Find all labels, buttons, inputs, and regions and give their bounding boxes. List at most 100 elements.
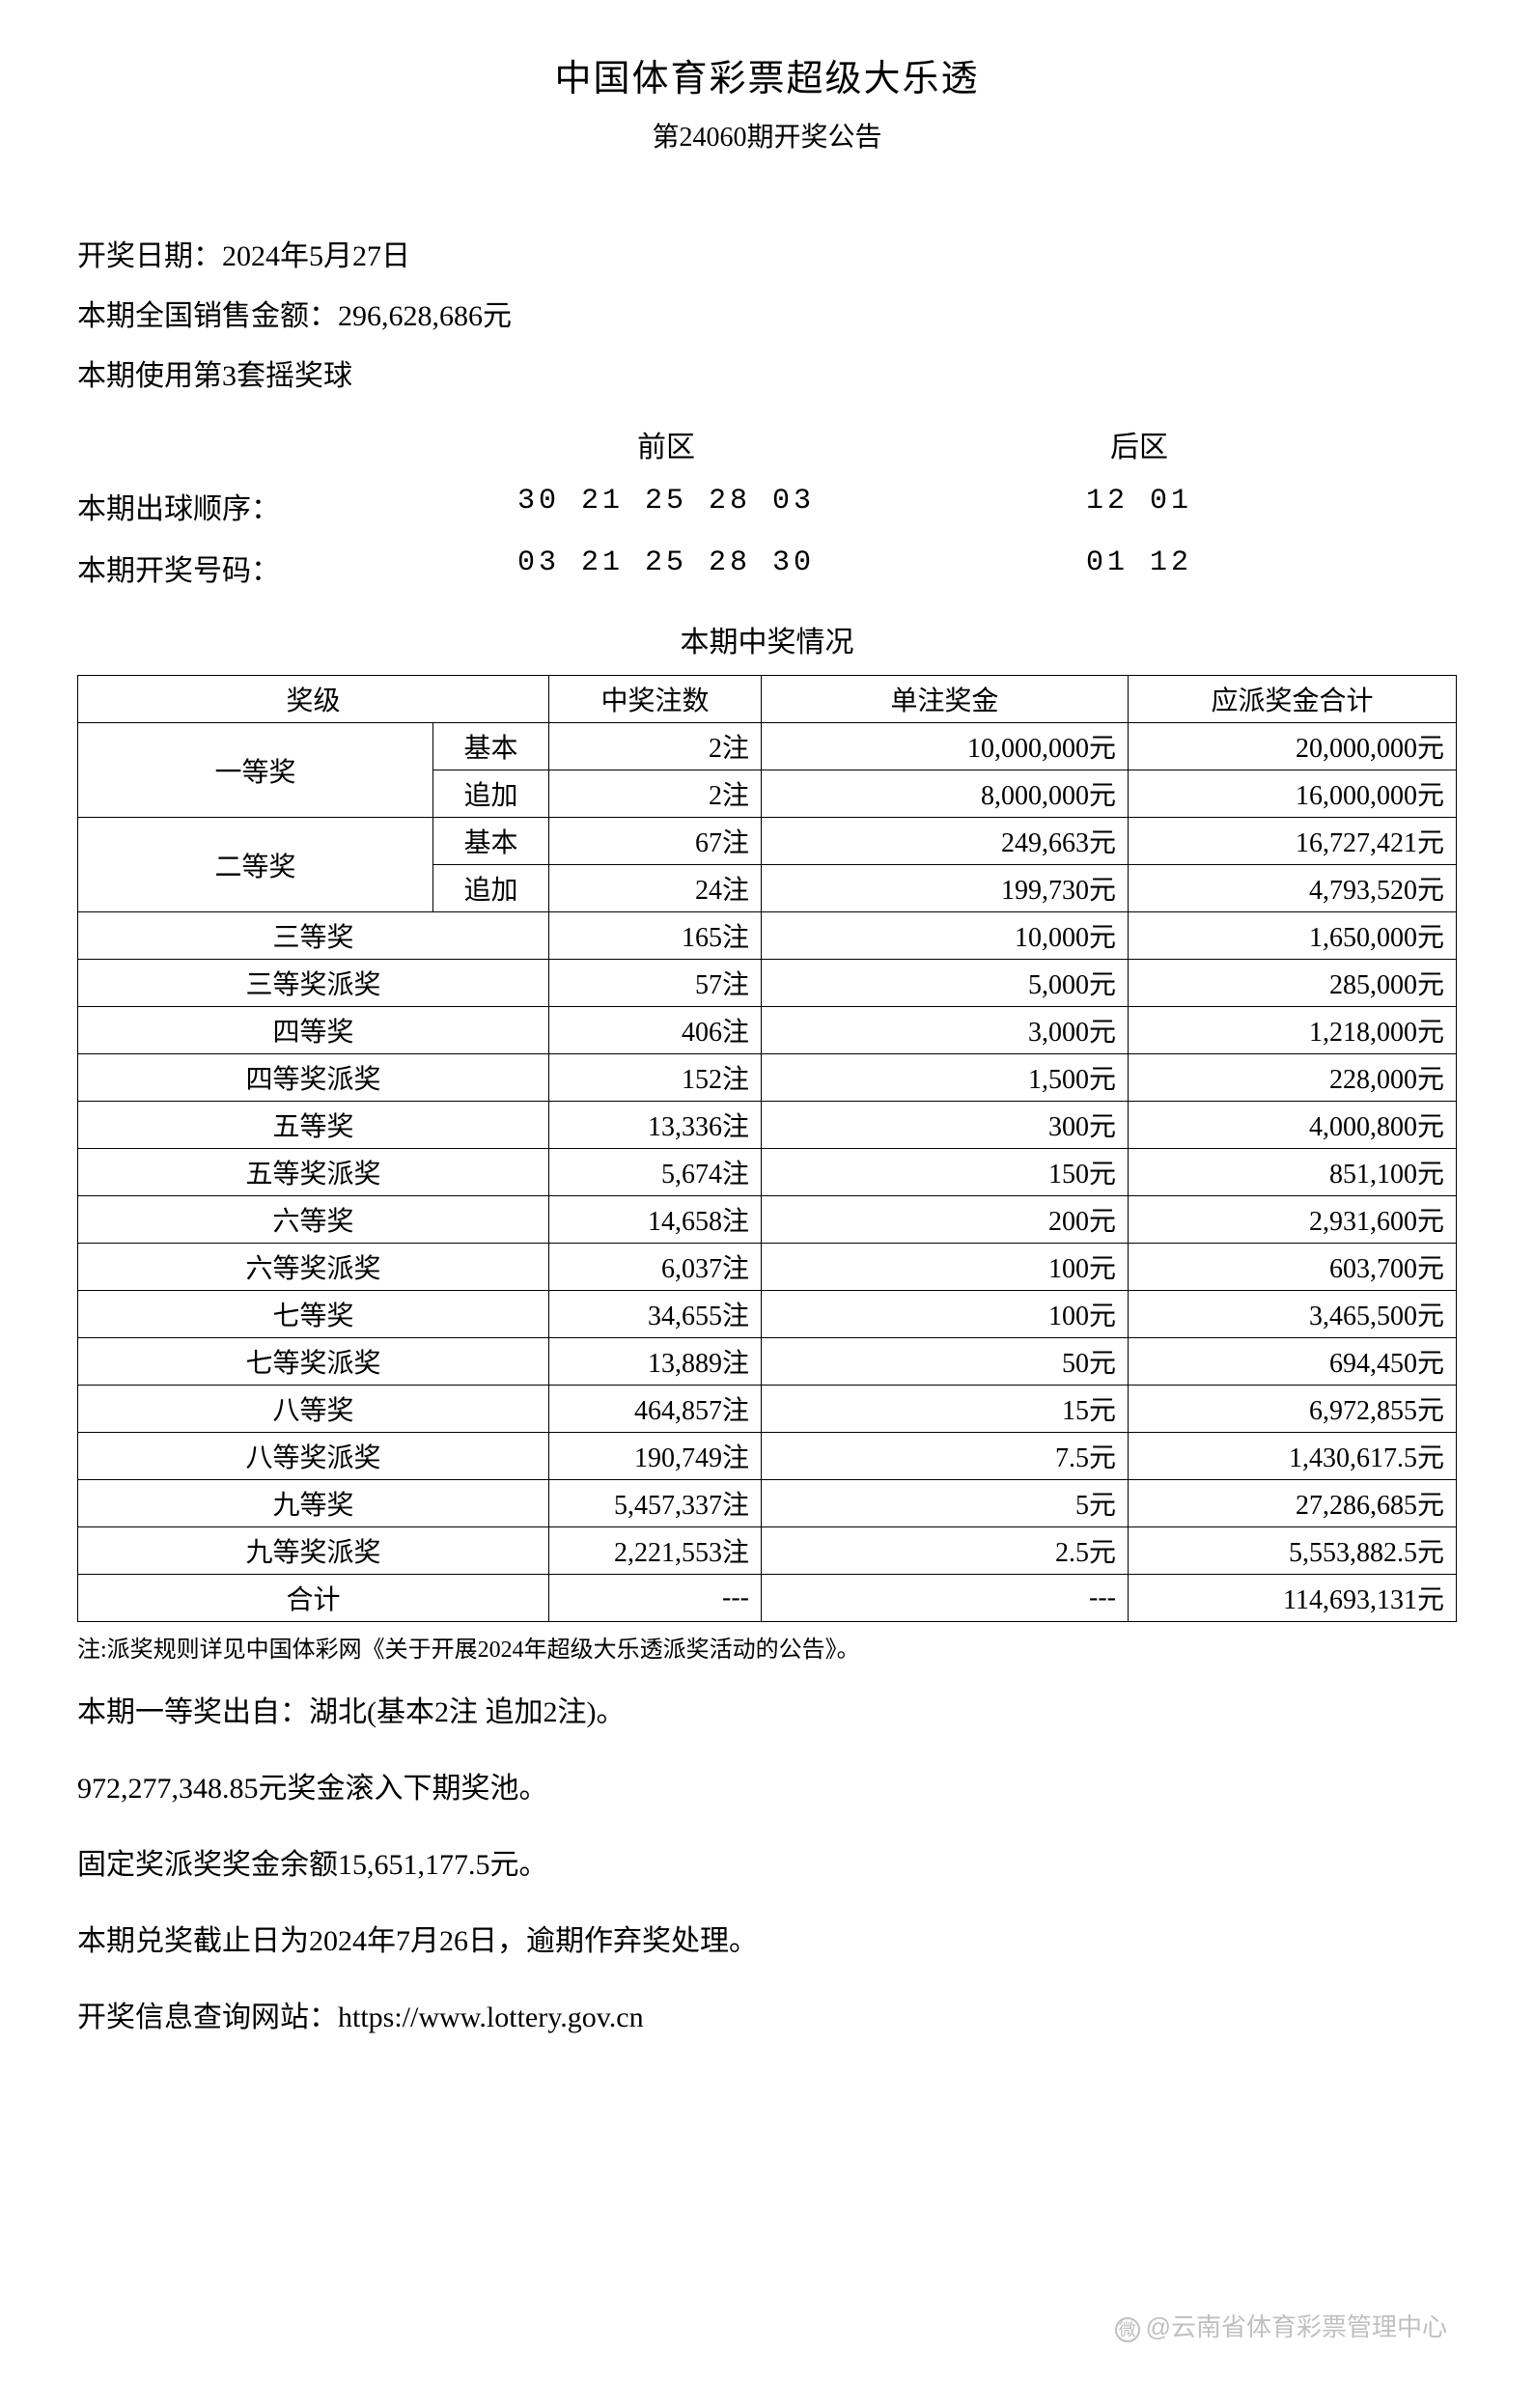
unit-cell: 100元 [762, 1291, 1129, 1338]
footer-line-4: 本期兑奖截止日为2024年7月26日，逾期作弃奖处理。 [77, 1917, 1457, 1959]
unit-cell: 150元 [762, 1149, 1129, 1196]
count-cell: 34,655注 [549, 1291, 762, 1338]
level-cell: 九等奖派奖 [78, 1527, 549, 1575]
table-total-row: 合计 --- --- 114,693,131元 [78, 1575, 1457, 1622]
watermark-text: @云南省体育彩票管理中心 [1146, 2312, 1447, 2341]
total-cell: 851,100元 [1129, 1149, 1457, 1196]
issue-subtitle: 第24060期开奖公告 [77, 116, 1457, 154]
sales-label: 本期全国销售金额： [77, 300, 338, 332]
count-cell: 2注 [549, 723, 762, 770]
count-cell: 6,037注 [549, 1244, 762, 1291]
level-cell: 四等奖 [78, 1007, 549, 1054]
total-cell: 603,700元 [1129, 1244, 1457, 1291]
col-level-header: 奖级 [78, 676, 549, 723]
sub-cell: 追加 [433, 770, 549, 818]
level-cell: 七等奖 [78, 1291, 549, 1338]
front-area-label: 前区 [386, 423, 946, 465]
unit-cell: 199,730元 [762, 865, 1129, 912]
unit-cell: 200元 [762, 1196, 1129, 1244]
total-unit-cell: --- [762, 1575, 1129, 1622]
unit-cell: 3,000元 [762, 1007, 1129, 1054]
col-total-header: 应派奖金合计 [1129, 676, 1457, 723]
footer-line-3: 固定奖派奖奖金余额15,651,177.5元。 [77, 1840, 1457, 1883]
total-cell: 228,000元 [1129, 1054, 1457, 1102]
count-cell: 2注 [549, 770, 762, 818]
total-cell: 16,727,421元 [1129, 818, 1457, 865]
table-row: 四等奖派奖152注1,500元228,000元 [78, 1054, 1457, 1102]
unit-cell: 8,000,000元 [762, 770, 1129, 818]
count-cell: 14,658注 [549, 1196, 762, 1244]
unit-cell: 50元 [762, 1338, 1129, 1386]
unit-cell: 249,663元 [762, 818, 1129, 865]
unit-cell: 10,000,000元 [762, 723, 1129, 770]
table-row: 三等奖派奖57注5,000元285,000元 [78, 960, 1457, 1007]
watermark: 微@云南省体育彩票管理中心 [1115, 2308, 1447, 2343]
total-cell: 285,000元 [1129, 960, 1457, 1007]
total-label-cell: 合计 [78, 1575, 549, 1622]
back-area-label: 后区 [946, 423, 1332, 465]
sales-value: 296,628,686元 [338, 300, 512, 332]
total-cell: 2,931,600元 [1129, 1196, 1457, 1244]
count-cell: 165注 [549, 912, 762, 960]
col-unit-header: 单注奖金 [762, 676, 1129, 723]
unit-cell: 7.5元 [762, 1433, 1129, 1480]
total-count-cell: --- [549, 1575, 762, 1622]
sub-cell: 基本 [433, 818, 549, 865]
prize-section-title: 本期中奖情况 [77, 618, 1457, 660]
draw-order-label: 本期出球顺序： [77, 485, 386, 527]
table-row: 三等奖165注10,000元1,650,000元 [78, 912, 1457, 960]
unit-cell: 5,000元 [762, 960, 1129, 1007]
level-cell: 七等奖派奖 [78, 1338, 549, 1386]
level-cell: 一等奖 [78, 723, 433, 818]
count-cell: 5,457,337注 [549, 1480, 762, 1527]
unit-cell: 15元 [762, 1386, 1129, 1433]
level-cell: 九等奖 [78, 1480, 549, 1527]
table-row: 九等奖5,457,337注5元27,286,685元 [78, 1480, 1457, 1527]
table-row: 六等奖14,658注200元2,931,600元 [78, 1196, 1457, 1244]
unit-cell: 300元 [762, 1102, 1129, 1149]
ball-area: 前区 后区 本期出球顺序： 30 21 25 28 03 12 01 本期开奖号… [77, 423, 1457, 589]
footer-line-5: 开奖信息查询网站：https://www.lottery.gov.cn [77, 1993, 1457, 2035]
unit-cell: 2.5元 [762, 1527, 1129, 1575]
level-cell: 六等奖 [78, 1196, 549, 1244]
footer-line-2: 972,277,348.85元奖金滚入下期奖池。 [77, 1764, 1457, 1806]
table-header-row: 奖级 中奖注数 单注奖金 应派奖金合计 [78, 676, 1457, 723]
draw-date-line: 开奖日期：2024年5月27日 [77, 232, 1457, 274]
count-cell: 13,889注 [549, 1338, 762, 1386]
table-row: 六等奖派奖6,037注100元603,700元 [78, 1244, 1457, 1291]
level-cell: 八等奖 [78, 1386, 549, 1433]
draw-order-row: 本期出球顺序： 30 21 25 28 03 12 01 [77, 485, 1457, 527]
draw-date-label: 开奖日期： [77, 240, 222, 272]
total-cell: 20,000,000元 [1129, 723, 1457, 770]
count-cell: 464,857注 [549, 1386, 762, 1433]
table-row: 八等奖派奖190,749注7.5元1,430,617.5元 [78, 1433, 1457, 1480]
total-cell: 27,286,685元 [1129, 1480, 1457, 1527]
count-cell: 67注 [549, 818, 762, 865]
total-cell: 4,000,800元 [1129, 1102, 1457, 1149]
unit-cell: 1,500元 [762, 1054, 1129, 1102]
level-cell: 四等奖派奖 [78, 1054, 549, 1102]
draw-date-value: 2024年5月27日 [222, 240, 410, 272]
count-cell: 5,674注 [549, 1149, 762, 1196]
total-cell: 1,218,000元 [1129, 1007, 1457, 1054]
level-cell: 六等奖派奖 [78, 1244, 549, 1291]
table-row: 四等奖406注3,000元1,218,000元 [78, 1007, 1457, 1054]
sub-cell: 基本 [433, 723, 549, 770]
sub-cell: 追加 [433, 865, 549, 912]
info-block: 开奖日期：2024年5月27日 本期全国销售金额：296,628,686元 本期… [77, 232, 1457, 394]
count-cell: 13,336注 [549, 1102, 762, 1149]
main-title: 中国体育彩票超级大乐透 [77, 48, 1457, 101]
winning-row: 本期开奖号码： 03 21 25 28 30 01 12 [77, 546, 1457, 589]
level-cell: 五等奖派奖 [78, 1149, 549, 1196]
total-cell: 694,450元 [1129, 1338, 1457, 1386]
total-cell: 16,000,000元 [1129, 770, 1457, 818]
table-row: 九等奖派奖2,221,553注2.5元5,553,882.5元 [78, 1527, 1457, 1575]
ball-set-line: 本期使用第3套摇奖球 [77, 351, 1457, 394]
level-cell: 八等奖派奖 [78, 1433, 549, 1480]
unit-cell: 100元 [762, 1244, 1129, 1291]
prize-table: 奖级 中奖注数 单注奖金 应派奖金合计 一等奖 基本 2注 10,000,000… [77, 675, 1457, 1622]
total-cell: 4,793,520元 [1129, 865, 1457, 912]
document-container: 中国体育彩票超级大乐透 第24060期开奖公告 开奖日期：2024年5月27日 … [77, 48, 1457, 2035]
table-row: 一等奖 基本 2注 10,000,000元 20,000,000元 [78, 723, 1457, 770]
draw-order-back: 12 01 [946, 485, 1332, 527]
